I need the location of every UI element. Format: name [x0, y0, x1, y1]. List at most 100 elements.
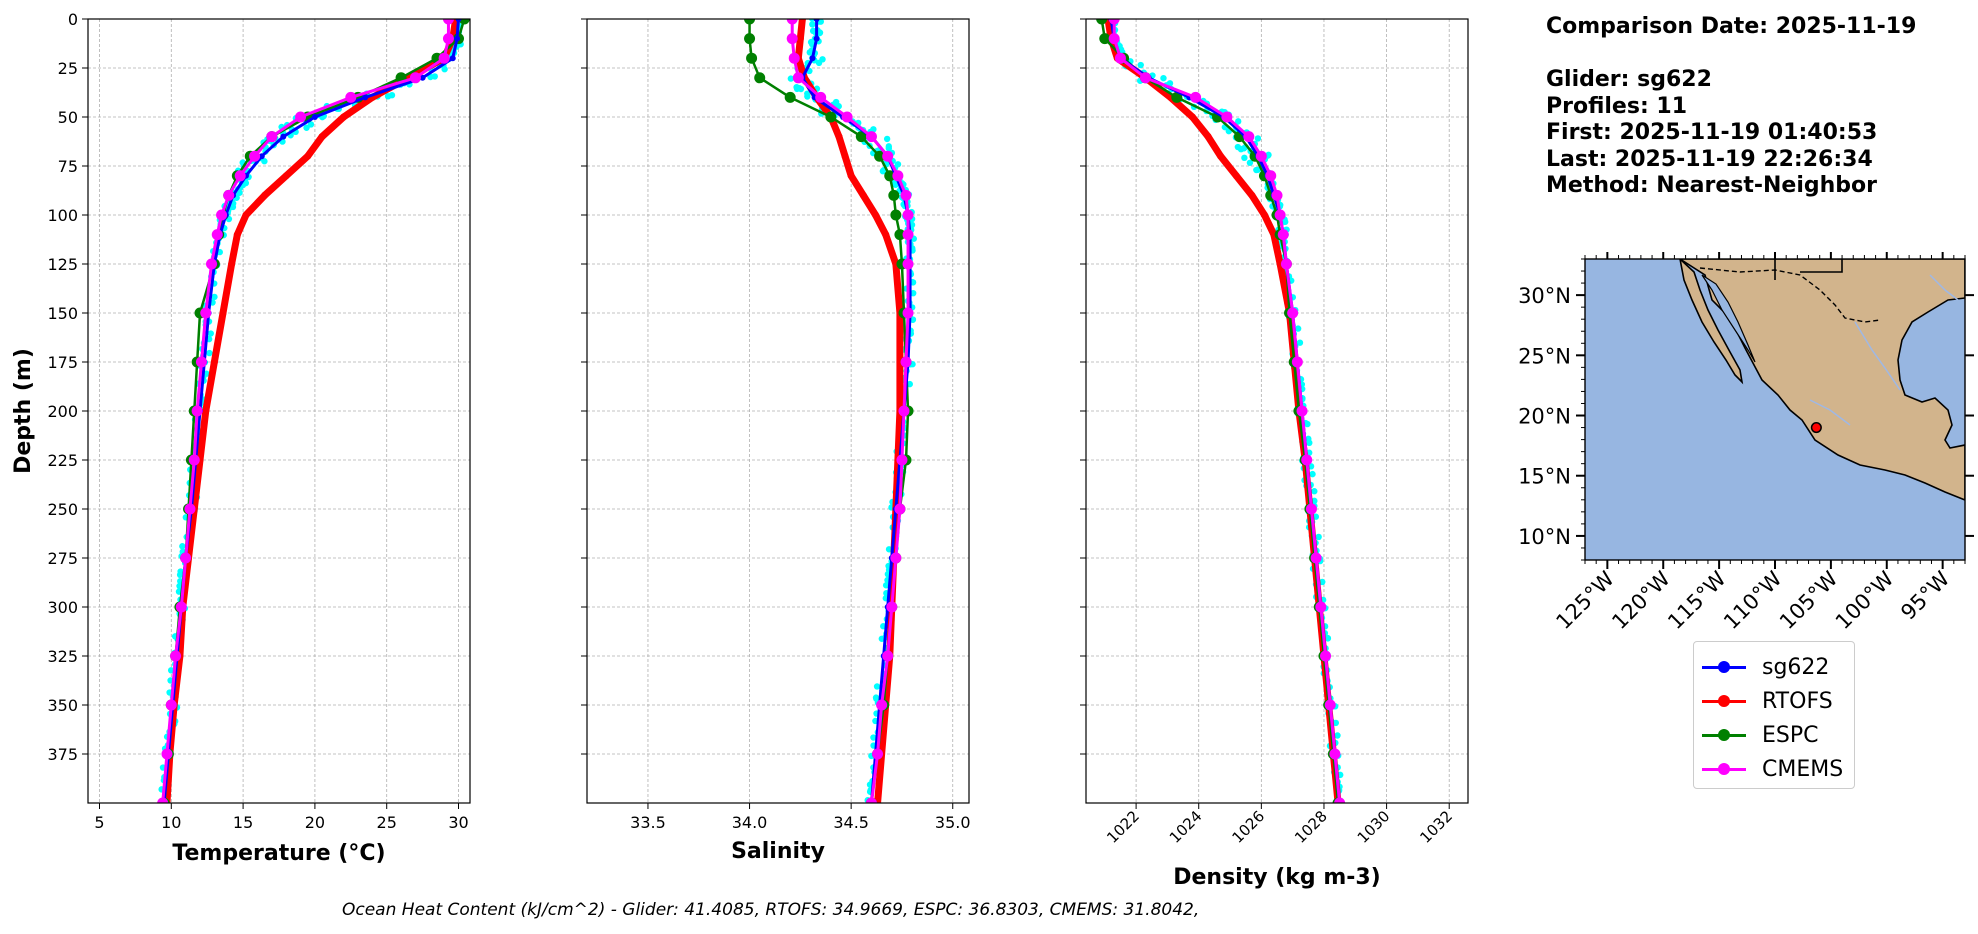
y-tick-label: 350 [47, 696, 78, 715]
y-tick-label: 150 [47, 304, 78, 323]
data-point-espc [894, 229, 906, 241]
y-tick-label: 375 [47, 745, 78, 764]
data-point-sg622 [311, 114, 318, 120]
data-point-espc [1171, 91, 1183, 103]
y-tick-label: 75 [58, 157, 78, 176]
legend-item-espc: ESPC [1702, 720, 1819, 750]
x-tick-label: 34.0 [732, 813, 768, 832]
y-tick-label: 275 [47, 549, 78, 568]
data-point-sg622 [455, 19, 462, 22]
data-point-cmems [1310, 552, 1322, 564]
interpolation-method: Method: Nearest-Neighbor [1546, 173, 1877, 198]
data-point-cmems [900, 189, 912, 201]
x-tick-label: 5 [94, 813, 104, 832]
raw-glider-point [261, 158, 268, 165]
data-point-espc [744, 19, 756, 25]
data-point-cmems [892, 170, 904, 182]
data-point-cmems [1296, 405, 1308, 417]
data-point-rtofs [1232, 172, 1240, 180]
data-point-cmems [161, 748, 173, 760]
data-point-cmems [1255, 150, 1267, 162]
data-point-cmems [1114, 52, 1126, 64]
data-point-espc [890, 209, 902, 221]
data-point-cmems [876, 699, 888, 711]
series-line-cmems [161, 19, 450, 803]
data-point-cmems [894, 503, 906, 515]
data-point-espc [784, 91, 796, 103]
data-point-cmems [1324, 699, 1336, 711]
temperature-panel: 5 10 15 20 25 30 0 25 50 75 100 125 150 175 200 225 250… [11, 10, 471, 866]
raw-glider-point [819, 56, 826, 63]
data-point-rtofs [261, 191, 269, 199]
data-point-rtofs [242, 211, 250, 219]
data-point-cmems [1287, 307, 1299, 319]
x-tick-label: 1030 [1354, 807, 1394, 847]
data-point-rtofs [859, 191, 867, 199]
map-lat-label: 25°N [1518, 344, 1571, 368]
data-point-cmems [223, 189, 235, 201]
data-point-cmems [1221, 111, 1233, 123]
map-land [1678, 259, 1965, 501]
data-point-cmems [865, 797, 877, 803]
data-point-espc [855, 131, 867, 143]
data-point-rtofs [233, 231, 241, 239]
map-lat-label: 15°N [1518, 465, 1571, 489]
map-lon-label: 95°W [1896, 566, 1954, 624]
raw-glider-point [808, 19, 816, 22]
data-point-espc [754, 72, 766, 84]
data-point-rtofs [202, 407, 210, 415]
data-point-cmems [898, 405, 910, 417]
raw-glider-point [882, 582, 890, 589]
data-point-cmems [902, 258, 914, 270]
raw-glider-point [1306, 439, 1313, 447]
density-panel: 1022 1024 1026 1028 1030 1032 Density (kg m-3… [1080, 18, 1469, 890]
data-point-rtofs [340, 113, 348, 121]
rivers [1809, 274, 1959, 426]
x-tick-label: 10 [161, 813, 181, 832]
map-lat-label: 20°N [1518, 405, 1571, 429]
data-point-rtofs [798, 19, 806, 23]
data-point-rtofs [841, 152, 849, 160]
raw-glider-point [1309, 470, 1316, 478]
data-point-rtofs [1204, 133, 1212, 141]
data-point-cmems [1271, 189, 1283, 201]
us-mexico-border [1699, 267, 1881, 323]
raw-glider-point [909, 289, 917, 297]
data-point-rtofs [282, 172, 290, 180]
data-point-cmems [1108, 33, 1120, 45]
raw-glider-point [1254, 135, 1262, 142]
raw-glider-point [211, 293, 218, 301]
raw-glider-point [1296, 339, 1304, 346]
raw-glider-point [873, 683, 881, 690]
map-lon-label: 125°W [1551, 566, 1619, 634]
x-tick-label: 1024 [1166, 807, 1206, 847]
raw-glider-point [307, 121, 315, 128]
raw-glider-point [1254, 166, 1262, 173]
data-point-espc [888, 189, 900, 201]
temperature-xlabel: Temperature (°C) [172, 841, 385, 866]
data-point-rtofs [872, 211, 880, 219]
map-lon-label: 120°W [1607, 566, 1675, 634]
raw-glider-point [207, 330, 214, 337]
data-point-espc [1096, 19, 1108, 25]
data-point-cmems [295, 111, 307, 123]
data-point-rtofs [1217, 152, 1225, 160]
y-tick-label: 200 [47, 402, 78, 421]
raw-glider-point [885, 145, 893, 152]
raw-glider-point [431, 73, 438, 80]
raw-glider-point [870, 734, 877, 741]
raw-glider-point [1246, 159, 1254, 166]
data-point-cmems [157, 797, 169, 803]
data-point-cmems [195, 356, 207, 368]
gulf-of-california [1701, 274, 1756, 363]
ocean-heat-content-footer: Ocean Heat Content (kJ/cm^2) - Glider: 4… [342, 900, 1200, 920]
raw-glider-point [1332, 719, 1340, 727]
y-tick-label: 325 [47, 647, 78, 666]
data-point-cmems [786, 33, 798, 45]
raw-glider-point [1137, 61, 1144, 69]
x-tick-label: 35.0 [935, 813, 971, 832]
data-point-espc [746, 52, 758, 64]
data-point-cmems [442, 33, 454, 45]
map-lat-label: 30°N [1518, 284, 1571, 308]
